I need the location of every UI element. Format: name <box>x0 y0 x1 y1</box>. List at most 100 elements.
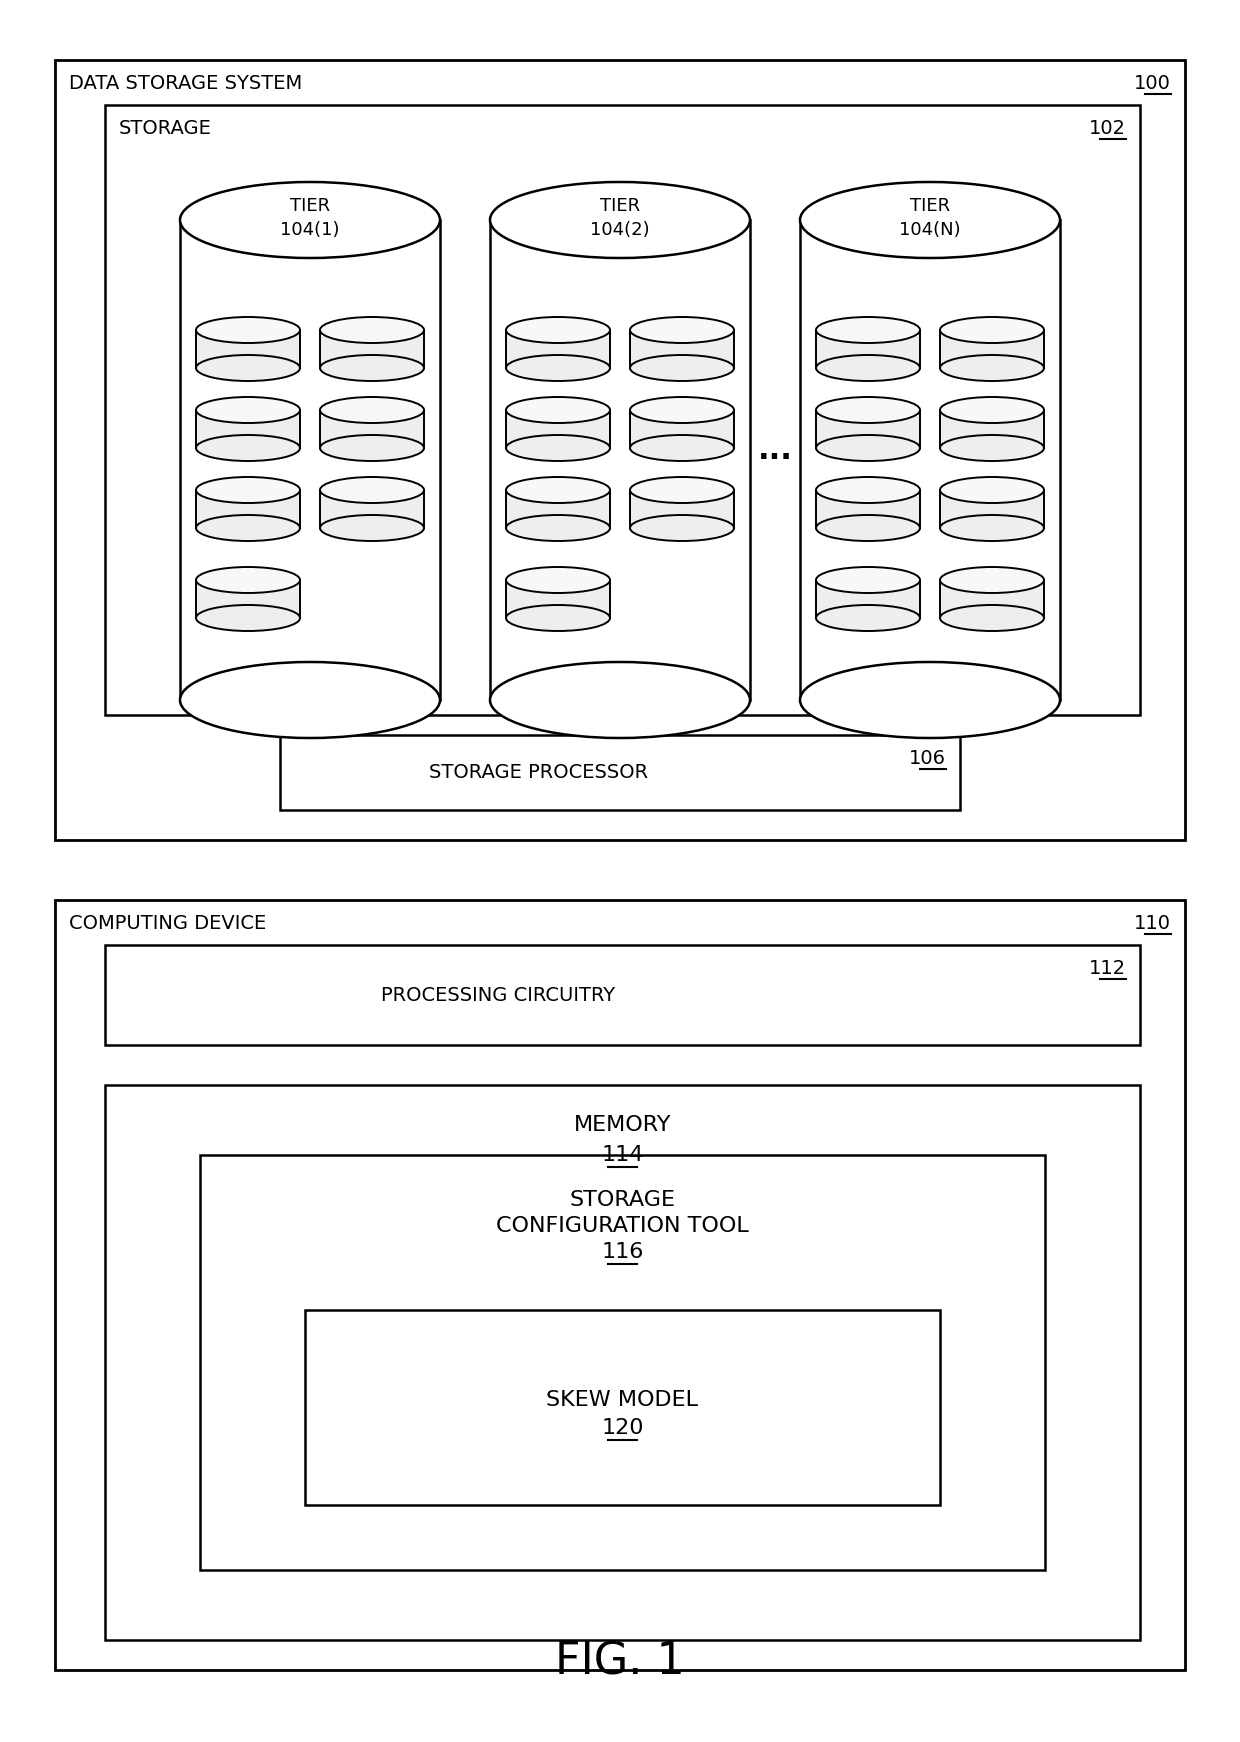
Ellipse shape <box>506 477 610 503</box>
Bar <box>305 1310 940 1505</box>
Bar <box>55 901 1185 1671</box>
Text: DATA STORAGE SYSTEM: DATA STORAGE SYSTEM <box>69 73 303 92</box>
Text: 110: 110 <box>1135 915 1171 934</box>
Text: 102: 102 <box>1089 118 1126 138</box>
Ellipse shape <box>940 436 1044 462</box>
Text: 100: 100 <box>1135 73 1171 92</box>
Text: 116: 116 <box>601 1242 644 1261</box>
Text: ...: ... <box>758 436 792 465</box>
Ellipse shape <box>196 397 300 423</box>
Ellipse shape <box>506 604 610 631</box>
Ellipse shape <box>506 436 610 462</box>
Bar <box>105 944 1140 1045</box>
Bar <box>506 329 610 368</box>
Ellipse shape <box>320 397 424 423</box>
Bar <box>940 580 1044 618</box>
Ellipse shape <box>816 516 920 542</box>
Ellipse shape <box>506 355 610 381</box>
Ellipse shape <box>490 662 750 739</box>
Text: 114: 114 <box>601 1144 644 1165</box>
Ellipse shape <box>940 397 1044 423</box>
Ellipse shape <box>816 436 920 462</box>
Text: STORAGE: STORAGE <box>569 1190 676 1211</box>
Ellipse shape <box>320 436 424 462</box>
Bar <box>280 735 960 810</box>
Bar <box>630 409 734 448</box>
Text: TIER
104(2): TIER 104(2) <box>590 197 650 239</box>
Bar <box>320 409 424 448</box>
Text: PROCESSING CIRCUITRY: PROCESSING CIRCUITRY <box>381 986 615 1005</box>
Ellipse shape <box>940 317 1044 343</box>
Ellipse shape <box>800 662 1060 739</box>
Bar <box>196 329 300 368</box>
Ellipse shape <box>320 355 424 381</box>
Bar <box>200 1155 1045 1570</box>
Ellipse shape <box>816 317 920 343</box>
Text: FIG. 1: FIG. 1 <box>556 1641 684 1683</box>
Text: SKEW MODEL: SKEW MODEL <box>547 1390 698 1409</box>
Ellipse shape <box>506 516 610 542</box>
Text: 120: 120 <box>601 1418 644 1437</box>
Ellipse shape <box>506 397 610 423</box>
Ellipse shape <box>320 516 424 542</box>
Bar <box>105 105 1140 714</box>
Text: STORAGE PROCESSOR: STORAGE PROCESSOR <box>429 763 649 782</box>
Bar <box>55 59 1185 840</box>
Ellipse shape <box>196 317 300 343</box>
Text: STORAGE: STORAGE <box>119 118 212 138</box>
Ellipse shape <box>506 566 610 592</box>
Ellipse shape <box>320 477 424 503</box>
Ellipse shape <box>630 516 734 542</box>
Ellipse shape <box>816 355 920 381</box>
Ellipse shape <box>816 397 920 423</box>
Ellipse shape <box>180 181 440 258</box>
Bar <box>506 490 610 528</box>
Bar <box>180 219 440 700</box>
Bar <box>800 219 1060 700</box>
Text: COMPUTING DEVICE: COMPUTING DEVICE <box>69 915 267 934</box>
Ellipse shape <box>490 181 750 258</box>
Bar <box>816 580 920 618</box>
Bar <box>320 329 424 368</box>
Ellipse shape <box>800 181 1060 258</box>
Ellipse shape <box>940 566 1044 592</box>
Ellipse shape <box>196 604 300 631</box>
Ellipse shape <box>816 566 920 592</box>
Bar <box>940 409 1044 448</box>
Ellipse shape <box>940 355 1044 381</box>
Bar <box>320 490 424 528</box>
Ellipse shape <box>630 397 734 423</box>
Text: 106: 106 <box>909 749 946 768</box>
Text: MEMORY: MEMORY <box>574 1115 671 1136</box>
Ellipse shape <box>630 317 734 343</box>
Ellipse shape <box>506 317 610 343</box>
Ellipse shape <box>196 355 300 381</box>
Bar <box>630 490 734 528</box>
Bar <box>940 329 1044 368</box>
Ellipse shape <box>816 477 920 503</box>
Bar <box>630 329 734 368</box>
Bar <box>816 409 920 448</box>
Bar <box>816 329 920 368</box>
Bar <box>196 490 300 528</box>
Bar <box>816 490 920 528</box>
Bar <box>506 409 610 448</box>
Ellipse shape <box>630 477 734 503</box>
Ellipse shape <box>940 516 1044 542</box>
Ellipse shape <box>940 477 1044 503</box>
Ellipse shape <box>320 317 424 343</box>
Ellipse shape <box>196 477 300 503</box>
Text: TIER
104(1): TIER 104(1) <box>280 197 340 239</box>
Ellipse shape <box>180 662 440 739</box>
Bar <box>506 580 610 618</box>
Bar <box>940 490 1044 528</box>
Ellipse shape <box>630 436 734 462</box>
Text: 112: 112 <box>1089 960 1126 977</box>
Bar <box>490 219 750 700</box>
Bar <box>105 1085 1140 1639</box>
Bar <box>196 409 300 448</box>
Ellipse shape <box>196 566 300 592</box>
Text: CONFIGURATION TOOL: CONFIGURATION TOOL <box>496 1216 749 1237</box>
Ellipse shape <box>940 604 1044 631</box>
Ellipse shape <box>196 516 300 542</box>
